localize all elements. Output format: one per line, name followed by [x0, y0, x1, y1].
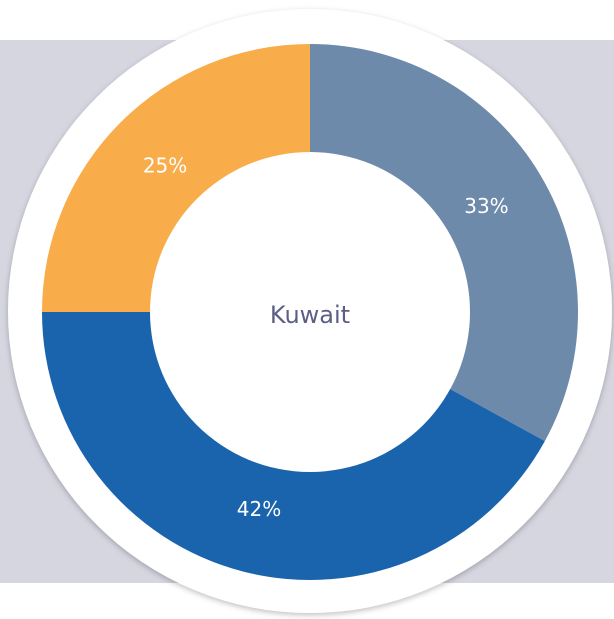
donut-hole: [150, 152, 470, 472]
value-label: 42%: [237, 497, 281, 521]
value-label: 33%: [464, 194, 508, 218]
value-label: 25%: [143, 154, 187, 178]
center-label: Kuwait: [270, 301, 350, 329]
